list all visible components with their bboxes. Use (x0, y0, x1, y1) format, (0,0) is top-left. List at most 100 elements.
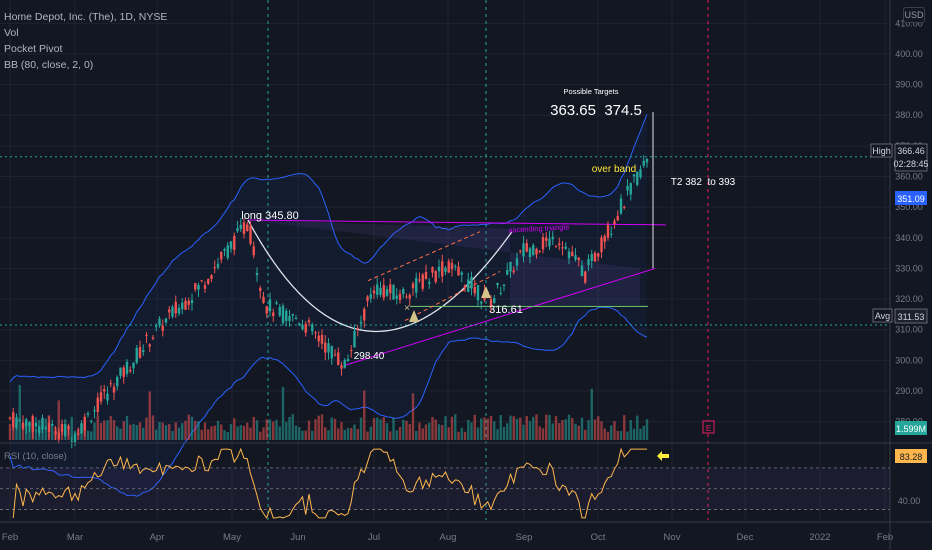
candle (473, 287, 476, 294)
volume-bar (421, 428, 424, 440)
candle (584, 271, 587, 283)
candle (411, 283, 415, 289)
volume-bar (174, 422, 177, 440)
y-tick-label: 310.00 (895, 325, 923, 335)
candle (567, 251, 571, 259)
bb-indicator[interactable]: BB (80, close, 2, 0) (4, 59, 94, 71)
volume-bar (603, 428, 606, 440)
volume-bar (577, 425, 580, 440)
volume-bar (389, 431, 392, 440)
volume-bar (181, 423, 184, 440)
y-tick-label: 350.00 (895, 202, 923, 212)
volume-bar (350, 428, 353, 440)
candle (499, 292, 502, 294)
symbol-title[interactable]: Home Depot, Inc. (The), 1D, NYSE (4, 11, 168, 23)
volume-bar (574, 423, 577, 440)
candle (480, 301, 483, 304)
candle (340, 365, 343, 369)
volume-bar (281, 387, 285, 440)
volume-bar (194, 420, 197, 440)
rsi-value-tag: 83.28 (895, 449, 927, 463)
candle (551, 236, 554, 240)
currency-badge[interactable]: USD (903, 7, 925, 23)
svg-text:366.46: 366.46 (897, 146, 925, 156)
volume-bar (632, 428, 636, 440)
x-tick-label: Apr (150, 532, 165, 543)
low-label: 298.40 (354, 351, 385, 362)
volume-bar (213, 425, 216, 440)
volume-bar (148, 391, 151, 440)
volume-bar (291, 414, 294, 440)
volume-bar (470, 422, 473, 440)
candle (597, 253, 600, 257)
volume-bar (177, 427, 181, 440)
candle (580, 265, 584, 277)
rsi-level-label: 40.00 (898, 496, 921, 506)
candle (77, 433, 80, 435)
candlesticks (8, 155, 649, 449)
volume-bar (216, 420, 220, 440)
volume-bar (333, 418, 337, 440)
candle (8, 417, 12, 419)
volume-bar (106, 420, 109, 440)
volume-bar (259, 431, 262, 440)
triangle-top-line (247, 219, 667, 226)
candle (463, 285, 467, 289)
volume-bar (327, 430, 330, 440)
volume-bar (372, 418, 376, 440)
volume-bar (246, 422, 249, 440)
candle (12, 412, 15, 428)
svg-text:1.599M: 1.599M (896, 424, 926, 434)
candle (428, 281, 431, 284)
candle (272, 312, 275, 317)
rsi-pointer-icon (657, 451, 669, 461)
y-tick-label: 400.00 (895, 49, 923, 59)
candle (197, 284, 200, 290)
volume-bar (502, 427, 506, 440)
candle (343, 360, 346, 368)
volume-bar (460, 427, 463, 440)
candle (112, 386, 116, 393)
volume-bar (418, 422, 421, 440)
pocket-pivot-indicator[interactable]: Pocket Pivot (4, 43, 63, 55)
candle (181, 302, 184, 310)
candle (28, 422, 31, 427)
candle (194, 283, 197, 290)
candle (171, 306, 174, 317)
candle (629, 183, 632, 195)
volume-bar (450, 416, 454, 440)
flag-lower-line (404, 271, 501, 321)
volume-bar (428, 422, 431, 440)
volume-bar (304, 430, 307, 440)
volume-bar (21, 424, 25, 440)
candle (86, 413, 90, 415)
volume-tag: 1.599M (895, 421, 927, 435)
candle (636, 171, 639, 185)
vol-indicator[interactable]: Vol (4, 27, 19, 39)
y-tick-label: 320.00 (895, 294, 923, 304)
volume-bar (168, 424, 171, 440)
candle (220, 251, 223, 260)
candle (294, 318, 298, 320)
volume-bar (434, 419, 437, 440)
svg-text:×: × (404, 303, 410, 314)
volume-bar (203, 422, 207, 440)
volume-bar (255, 420, 259, 440)
volume-bar (483, 417, 486, 440)
volume-bar (311, 430, 314, 440)
candle (392, 284, 395, 300)
volume-bar (571, 418, 574, 440)
candle (151, 337, 155, 339)
volume-bar (545, 414, 548, 440)
volume-bar (223, 430, 226, 440)
rsi-legend[interactable]: RSI (10, close) (4, 451, 67, 462)
candle (132, 362, 135, 369)
avg-price-tag: Avg 311.53 (872, 308, 928, 324)
candle (145, 334, 148, 336)
volume-bar (236, 426, 239, 440)
candle (619, 198, 623, 214)
volume-bar (57, 400, 60, 440)
volume-bar (346, 427, 350, 440)
candle (434, 271, 437, 282)
